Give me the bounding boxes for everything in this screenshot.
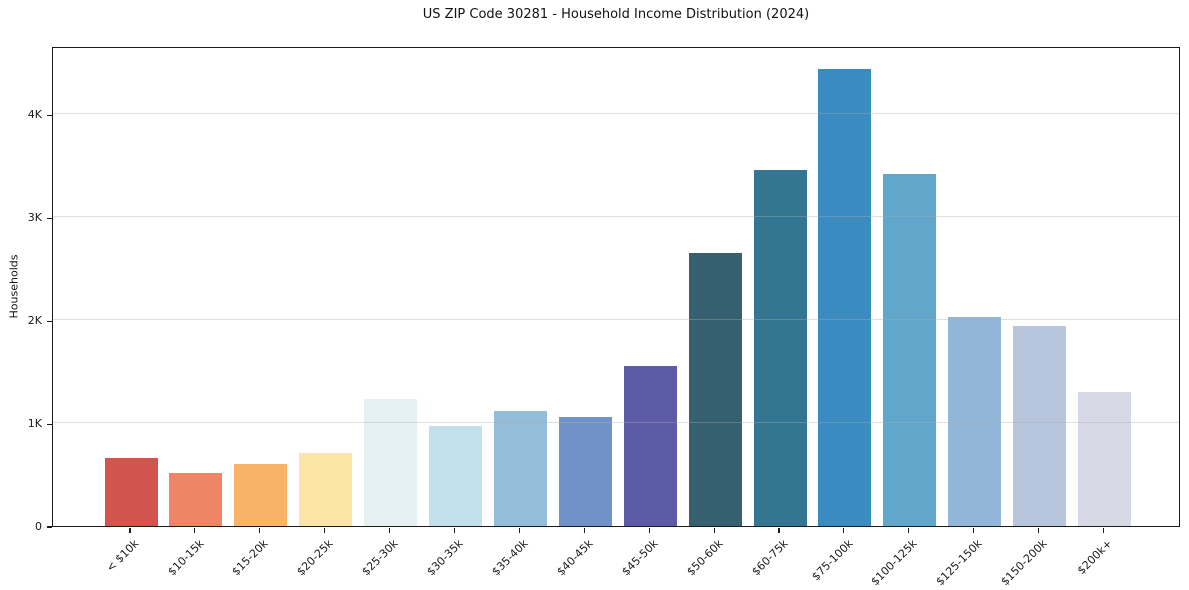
x-tick-label-$45-50k: $45-50k (619, 537, 661, 579)
x-tick-label-$40-45k: $40-45k (554, 537, 596, 579)
x-tick-mark-$20-25k (324, 528, 326, 533)
y-tick-mark-0 (47, 526, 52, 528)
x-tick-label-$50-60k: $50-60k (684, 537, 726, 579)
x-tick-mark-$35-40k (518, 528, 520, 533)
y-tick-mark-4K (47, 114, 52, 117)
gridline-2K (53, 319, 1179, 321)
x-tick-mark-$25-30k (389, 528, 391, 533)
x-tick-mark-$50-60k (713, 528, 715, 533)
bar-$10-15k (169, 472, 223, 526)
x-tick-mark-$15-20k (259, 528, 261, 533)
y-tick-label-0: 0 (35, 520, 42, 533)
bar-$35-40k (493, 411, 547, 526)
x-tick-label-$35-40k: $35-40k (489, 537, 531, 579)
bar-$200k+ (1078, 391, 1131, 526)
y-axis: 0 1K 2K 3K 4K (0, 47, 52, 533)
bar-$25-30k (364, 398, 418, 526)
chart-title: US ZIP Code 30281 - Household Income Dis… (422, 7, 810, 22)
x-tick-label-$75-100k: $75-100k (808, 537, 856, 584)
x-tick-label-$20-25k: $20-25k (294, 537, 336, 579)
plot-area (52, 47, 1180, 527)
x-tick-label-$200k+: $200k+ (1074, 537, 1115, 578)
x-tick-label-$125-150k: $125-150k (933, 537, 985, 589)
x-tick-mark-$45-50k (648, 528, 650, 533)
x-tick-mark-$30-35k (453, 528, 456, 533)
y-tick-mark-2K (47, 320, 52, 322)
x-tick-label-$100-125k: $100-125k (868, 537, 920, 589)
y-tick-mark-3K (47, 217, 52, 219)
bar-< $10k (104, 458, 158, 526)
x-tick-label-$15-20k: $15-20k (229, 537, 271, 579)
x-tick-mark-$100-125k (908, 528, 910, 533)
bar-$75-100k (818, 68, 872, 526)
bar-$15-20k (234, 463, 288, 526)
x-tick-mark-$75-100k (843, 528, 845, 533)
x-tick-mark-$40-45k (583, 528, 585, 533)
x-tick-label-$150-200k: $150-200k (998, 537, 1050, 589)
bar-$60-75k (753, 169, 807, 526)
y-tick-label-4K: 4K (27, 108, 42, 122)
bar-$40-45k (558, 417, 612, 526)
x-tick-label-$10-15k: $10-15k (164, 537, 207, 579)
bar-$125-150k (948, 316, 1002, 526)
bar-$150-200k (1013, 326, 1067, 526)
gridline-1K (53, 422, 1179, 424)
bar-$45-50k (623, 365, 677, 526)
x-tick-label-$60-75k: $60-75k (748, 537, 791, 579)
x-tick-mark-$200k+ (1102, 528, 1105, 533)
x-tick-mark-$60-75k (778, 528, 780, 533)
x-tick-label-< $10k: < $10k (103, 537, 142, 575)
bar-$30-35k (429, 426, 482, 526)
x-axis: < $10k $10-15k $15-20k $20-25k $25-30k $30-35… (52, 528, 1180, 590)
y-tick-mark-1K (47, 423, 52, 425)
bar-$50-60k (688, 252, 742, 526)
bar-$100-125k (883, 174, 937, 526)
y-tick-label-2K: 2K (27, 314, 42, 328)
y-tick-label-3K: 3K (27, 211, 42, 225)
bar-$20-25k (299, 452, 353, 526)
y-tick-label-1K: 1K (27, 417, 42, 431)
gridline-4K (53, 113, 1179, 115)
gridline-3K (53, 216, 1179, 218)
x-tick-label-$25-30k: $25-30k (359, 537, 401, 579)
x-tick-mark-$10-15k (194, 528, 196, 533)
x-tick-mark-$125-150k (973, 528, 975, 533)
x-tick-mark-$150-200k (1038, 528, 1040, 533)
x-tick-mark-< $10k (129, 528, 131, 533)
x-tick-label-$30-35k: $30-35k (424, 537, 466, 579)
